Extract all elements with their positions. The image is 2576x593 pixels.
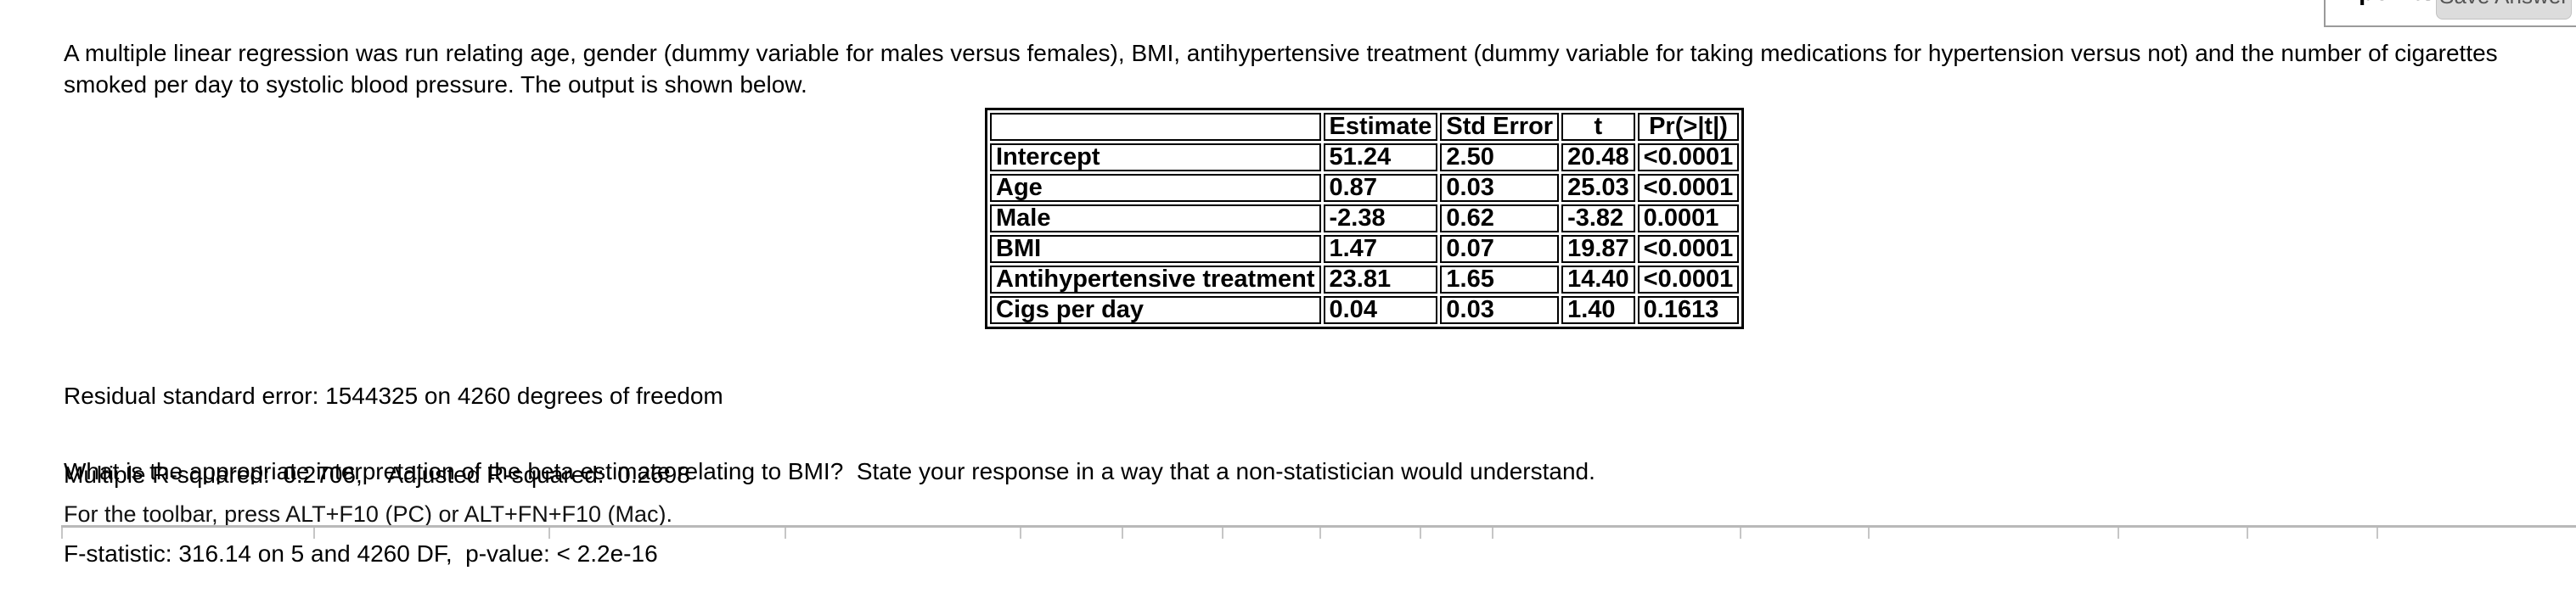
t-cell: 14.40: [1561, 266, 1635, 294]
table-row-age: Age 0.87 0.03 25.03 <0.0001: [990, 174, 1740, 202]
t-cell: 1.40: [1561, 296, 1635, 324]
estimate-cell: 1.47: [1323, 235, 1438, 263]
std-error-cell: 0.03: [1440, 174, 1560, 202]
row-label: Male: [990, 204, 1321, 232]
r-squared-line: Multiple R-squared: 0.2706, Adjusted R-s…: [64, 462, 690, 488]
std-error-cell: 2.50: [1440, 143, 1560, 171]
t-cell: 20.48: [1561, 143, 1635, 171]
toolbar-divider: [1020, 528, 1021, 539]
column-header-blank: [990, 113, 1321, 141]
p-cell: <0.0001: [1637, 143, 1740, 171]
column-header-std-error: Std Error: [1440, 113, 1560, 141]
toolbar-divider: [1319, 528, 1321, 539]
points-badge: 4 points: [2337, 0, 2435, 7]
table-row-male: Male -2.38 0.62 -3.82 0.0001: [990, 204, 1740, 232]
toolbar-divider: [1420, 528, 1421, 539]
estimate-cell: 23.81: [1323, 266, 1438, 294]
p-cell: <0.0001: [1637, 174, 1740, 202]
std-error-cell: 1.65: [1440, 266, 1560, 294]
t-cell: -3.82: [1561, 204, 1635, 232]
p-cell: <0.0001: [1637, 235, 1740, 263]
estimate-cell: 0.87: [1323, 174, 1438, 202]
row-label: Intercept: [990, 143, 1321, 171]
p-cell: <0.0001: [1637, 266, 1740, 294]
toolbar-divider: [2118, 528, 2119, 539]
row-label: Cigs per day: [990, 296, 1321, 324]
table-row-cigs-per-day: Cigs per day 0.04 0.03 1.40 0.1613: [990, 296, 1740, 324]
toolbar-divider: [2247, 528, 2248, 539]
estimate-cell: 51.24: [1323, 143, 1438, 171]
table-header-row: Estimate Std Error t Pr(>|t|): [990, 113, 1740, 141]
column-header-estimate: Estimate: [1323, 113, 1438, 141]
toolbar-divider: [2376, 528, 2378, 539]
table-row-antihypertensive: Antihypertensive treatment 23.81 1.65 14…: [990, 266, 1740, 294]
regression-table: Estimate Std Error t Pr(>|t|) Intercept …: [985, 108, 1745, 329]
residual-std-error-line: Residual standard error: 1544325 on 4260…: [64, 383, 723, 409]
table-row-intercept: Intercept 51.24 2.50 20.48 <0.0001: [990, 143, 1740, 171]
toolbar-divider: [1222, 528, 1223, 539]
p-cell: 0.1613: [1637, 296, 1740, 324]
table-row-bmi: BMI 1.47 0.07 19.87 <0.0001: [990, 235, 1740, 263]
question-prompt-text: What is the appropriate interpretation o…: [64, 458, 1595, 484]
editor-toolbar-hint: For the toolbar, press ALT+F10 (PC) or A…: [64, 501, 673, 527]
toolbar-divider: [1868, 528, 1870, 539]
column-header-p-value: Pr(>|t|): [1637, 113, 1740, 141]
row-label: Age: [990, 174, 1321, 202]
estimate-cell: -2.38: [1323, 204, 1438, 232]
toolbar-divider: [61, 528, 63, 539]
toolbar-divider: [1740, 528, 1741, 539]
toolbar-divider: [1492, 528, 1493, 539]
std-error-cell: 0.07: [1440, 235, 1560, 263]
question-header-box: 4 points Save Answer: [2324, 0, 2576, 27]
toolbar-divider: [548, 528, 550, 539]
row-label: BMI: [990, 235, 1321, 263]
save-answer-button[interactable]: Save Answer: [2436, 0, 2572, 20]
f-statistic-line: F-statistic: 316.14 on 5 and 4260 DF, p-…: [64, 540, 658, 567]
std-error-cell: 0.62: [1440, 204, 1560, 232]
std-error-cell: 0.03: [1440, 296, 1560, 324]
toolbar-divider: [1122, 528, 1123, 539]
row-label: Antihypertensive treatment: [990, 266, 1321, 294]
t-cell: 19.87: [1561, 235, 1635, 263]
p-cell: 0.0001: [1637, 204, 1740, 232]
question-intro-text: A multiple linear regression was run rel…: [64, 40, 2498, 98]
toolbar-divider: [313, 528, 315, 539]
toolbar-divider: [785, 528, 786, 539]
editor-toolbar[interactable]: [61, 525, 2576, 539]
t-cell: 25.03: [1561, 174, 1635, 202]
estimate-cell: 0.04: [1323, 296, 1438, 324]
column-header-t: t: [1561, 113, 1635, 141]
